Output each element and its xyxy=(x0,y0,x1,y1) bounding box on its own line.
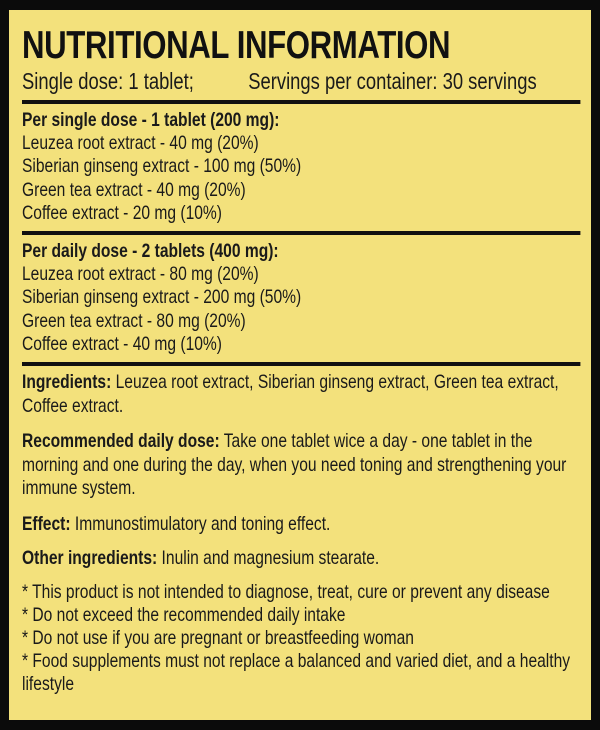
other-ingredients-label: Other ingredients: xyxy=(22,547,158,570)
list-item: Siberian ginseng extract - 100 mg (50%) xyxy=(22,155,302,178)
ingredients-label: Ingredients: xyxy=(22,371,112,394)
disclaimer-item: * Do not exceed the recommended daily in… xyxy=(22,603,346,626)
ingredients-paragraph: Ingredients: Leuzea root extract, Siberi… xyxy=(22,371,580,418)
list-item: Coffee extract - 40 mg (10%) xyxy=(22,332,222,355)
label-title: NUTRITIONAL INFORMATION xyxy=(22,24,451,67)
single-dose-text: Single dose: 1 tablet; xyxy=(22,68,194,94)
recommended-paragraph: Recommended daily dose: Take one tablet … xyxy=(22,430,580,501)
daily-dose-section: Per daily dose - 2 tablets (400 mg): Leu… xyxy=(22,240,580,356)
other-ingredients-paragraph: Other ingredients: Inulin and magnesium … xyxy=(22,547,580,571)
divider xyxy=(22,231,581,236)
servings-text: Servings per container: 30 servings xyxy=(248,68,537,94)
list-item: Leuzea root extract - 80 mg (20%) xyxy=(22,263,259,286)
list-item: Siberian ginseng extract - 200 mg (50%) xyxy=(22,286,302,309)
divider xyxy=(22,100,581,104)
disclaimers: * This product is not intended to diagno… xyxy=(22,581,580,697)
serving-info: Single dose: 1 tablet; Servings per cont… xyxy=(22,68,580,94)
disclaimer-item: * Food supplements must not replace a ba… xyxy=(22,650,571,696)
list-item: Coffee extract - 20 mg (10%) xyxy=(22,201,222,224)
effect-label: Effect: xyxy=(22,512,71,535)
list-item: Green tea extract - 40 mg (20%) xyxy=(22,178,246,201)
recommended-label: Recommended daily dose: xyxy=(22,430,220,453)
nutrition-label: NUTRITIONAL INFORMATION Single dose: 1 t… xyxy=(9,10,591,720)
single-dose-heading: Per single dose - 1 tablet (200 mg): xyxy=(22,109,280,131)
effect-text: Immunostimulatory and toning effect. xyxy=(70,512,331,535)
divider xyxy=(22,362,581,367)
single-dose-section: Per single dose - 1 tablet (200 mg): Leu… xyxy=(22,109,580,225)
other-ingredients-text: Inulin and magnesium stearate. xyxy=(157,547,380,570)
daily-dose-heading: Per daily dose - 2 tablets (400 mg): xyxy=(22,240,279,263)
list-item: Leuzea root extract - 40 mg (20%) xyxy=(22,132,259,155)
ingredients-text: Leuzea root extract, Siberian ginseng ex… xyxy=(22,371,559,417)
disclaimer-item: * This product is not intended to diagno… xyxy=(22,580,550,603)
recommended-text: Take one tablet wice a day - one tablet … xyxy=(22,430,567,500)
list-item: Green tea extract - 80 mg (20%) xyxy=(22,309,246,332)
disclaimer-item: * Do not use if you are pregnant or brea… xyxy=(22,626,414,649)
effect-paragraph: Effect: Immunostimulatory and toning eff… xyxy=(22,513,580,537)
